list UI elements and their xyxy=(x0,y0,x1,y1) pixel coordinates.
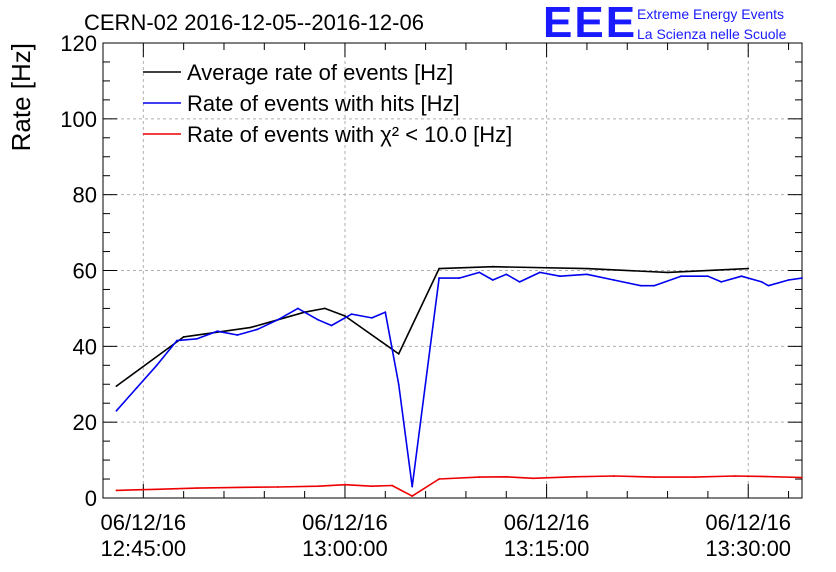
data-point-hits-rate xyxy=(397,383,400,386)
y-tick-label: 0 xyxy=(85,486,97,511)
data-point-hits-rate xyxy=(559,275,561,278)
eee-logo: EEE Extreme Energy Events La Scienza nel… xyxy=(543,0,833,48)
data-point-hits-rate xyxy=(787,279,790,281)
data-point-hits-rate xyxy=(505,273,508,276)
data-point-hits-rate xyxy=(384,311,387,314)
data-point-hits-rate xyxy=(276,318,279,321)
data-point-chi2-rate xyxy=(532,477,535,480)
data-point-chi2-rate xyxy=(693,476,696,479)
data-point-hits-rate xyxy=(680,275,682,278)
data-point-hits-rate xyxy=(256,328,259,331)
x-tick-date-label: 06/12/16 xyxy=(101,510,187,535)
data-point-hits-rate xyxy=(297,307,299,310)
y-tick-label: 120 xyxy=(60,31,97,56)
x-tick-time-label: 12:45:00 xyxy=(101,536,187,561)
data-point-hits-rate xyxy=(538,271,541,274)
legend-label-average-rate: Average rate of events [Hz] xyxy=(187,60,453,85)
x-tick-date-label: 06/12/16 xyxy=(504,510,590,535)
data-point-chi2-rate xyxy=(478,476,481,479)
legend-label-chi2-rate: Rate of events with χ² < 10.0 [Hz] xyxy=(187,122,512,147)
data-point-hits-rate xyxy=(317,318,319,321)
data-point-hits-rate xyxy=(438,277,440,279)
data-point-hits-rate xyxy=(330,324,333,327)
data-point-chi2-rate xyxy=(438,478,440,480)
logo-line-2: La Scienza nelle Scuole xyxy=(637,26,787,42)
data-point-hits-rate xyxy=(176,339,178,342)
data-point-average-rate xyxy=(115,385,118,388)
data-point-chi2-rate xyxy=(196,487,198,490)
y-tick-label: 60 xyxy=(73,259,97,284)
x-tick-time-label: 13:00:00 xyxy=(302,536,388,561)
data-point-hits-rate xyxy=(653,284,656,287)
data-point-hits-rate xyxy=(518,280,521,283)
data-point-chi2-rate xyxy=(801,476,803,479)
data-point-hits-rate xyxy=(760,280,763,283)
data-point-average-rate xyxy=(323,307,326,310)
data-point-hits-rate xyxy=(458,277,461,279)
data-point-hits-rate xyxy=(236,334,239,336)
data-point-chi2-rate xyxy=(733,475,736,477)
data-point-chi2-rate xyxy=(276,486,279,488)
data-point-average-rate xyxy=(182,335,185,338)
data-point-hits-rate xyxy=(478,271,481,274)
data-point-hits-rate xyxy=(155,364,158,367)
x-tick-date-label: 06/12/16 xyxy=(705,510,791,535)
data-point-chi2-rate xyxy=(572,475,575,478)
logo-line-1: Extreme Energy Events xyxy=(637,6,785,22)
data-point-chi2-rate xyxy=(155,488,158,491)
data-point-hits-rate xyxy=(707,275,709,278)
legend-label-hits-rate: Rate of events with hits [Hz] xyxy=(187,91,460,116)
data-point-average-rate xyxy=(249,326,252,329)
x-tick-time-label: 13:15:00 xyxy=(504,536,590,561)
data-point-hits-rate xyxy=(639,284,642,287)
data-point-hits-rate xyxy=(135,387,138,389)
y-axis-label: Rate [Hz] xyxy=(6,43,36,151)
chart-title: CERN-02 2016-12-05--2016-12-06 xyxy=(84,10,424,35)
data-point-hits-rate xyxy=(740,275,743,278)
y-tick-label: 40 xyxy=(73,334,97,359)
data-point-average-rate xyxy=(438,267,440,270)
data-point-chi2-rate xyxy=(344,483,346,486)
data-point-hits-rate xyxy=(350,313,353,316)
data-point-chi2-rate xyxy=(317,485,319,488)
data-point-hits-rate xyxy=(196,337,198,340)
data-point-chi2-rate xyxy=(370,485,373,488)
data-point-average-rate xyxy=(586,267,588,270)
data-point-chi2-rate xyxy=(653,476,656,479)
data-point-hits-rate xyxy=(767,284,770,287)
data-point-hits-rate xyxy=(115,409,118,412)
data-point-chi2-rate xyxy=(411,495,414,498)
eee-logo-mark: EEE xyxy=(543,0,638,47)
data-point-hits-rate xyxy=(411,485,414,488)
data-point-chi2-rate xyxy=(505,475,508,478)
data-point-chi2-rate xyxy=(391,484,393,487)
data-point-hits-rate xyxy=(801,277,803,279)
x-tick-time-label: 13:30:00 xyxy=(705,536,791,561)
data-point-hits-rate xyxy=(720,280,723,283)
y-tick-label: 20 xyxy=(73,410,97,435)
series-line-average-rate xyxy=(115,265,749,387)
data-point-average-rate xyxy=(491,265,494,268)
y-tick-label: 100 xyxy=(60,107,97,132)
data-point-hits-rate xyxy=(612,279,615,281)
data-point-average-rate xyxy=(344,315,346,317)
data-point-chi2-rate xyxy=(612,475,615,477)
data-point-chi2-rate xyxy=(115,489,118,492)
data-point-hits-rate xyxy=(586,273,588,276)
y-tick-label: 80 xyxy=(73,183,97,208)
data-point-average-rate xyxy=(666,271,669,274)
data-point-chi2-rate xyxy=(760,475,763,478)
data-point-average-rate xyxy=(747,267,750,270)
data-point-hits-rate xyxy=(370,316,373,319)
data-point-average-rate xyxy=(397,353,400,355)
data-point-hits-rate xyxy=(216,330,219,333)
data-point-chi2-rate xyxy=(236,486,239,489)
x-tick-date-label: 06/12/16 xyxy=(302,510,388,535)
data-point-hits-rate xyxy=(491,279,494,281)
